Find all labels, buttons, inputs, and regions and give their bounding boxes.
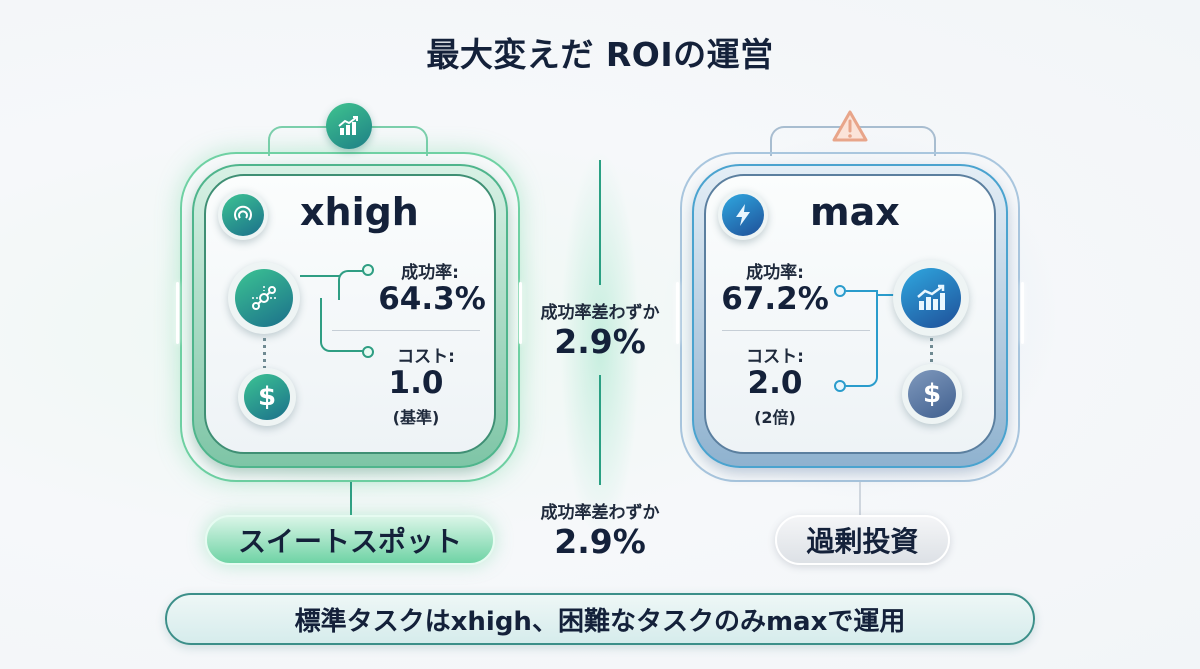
connector-dot xyxy=(834,285,846,297)
cost-note: (2倍) xyxy=(754,408,796,427)
trending-chart-icon xyxy=(893,260,969,336)
panel-side-tick xyxy=(176,282,179,344)
connector-line xyxy=(338,270,366,300)
panel-side-tick xyxy=(676,282,679,344)
success-rate-value: 64.3% xyxy=(378,281,486,317)
network-node-icon xyxy=(228,262,300,334)
recommendation-banner: 標準タスクはxhigh、困難なタスクのみmaxで運用 xyxy=(165,593,1035,645)
warning-icon xyxy=(827,103,873,149)
success-rate-label: 成功率: xyxy=(401,263,459,283)
panel-title: max xyxy=(810,190,900,234)
center-divider-line xyxy=(599,375,601,485)
connector-line xyxy=(846,292,878,387)
over-investment-tag: 過剰投資 xyxy=(775,515,950,565)
tag-stem xyxy=(859,482,861,522)
connector-line xyxy=(846,290,878,292)
lightning-icon xyxy=(718,190,768,240)
sweet-spot-tag: スイートスポット xyxy=(205,515,495,565)
diff-value: 2.9% xyxy=(554,322,646,361)
divider xyxy=(332,330,480,331)
diff-value: 2.9% xyxy=(554,522,646,561)
page-title: 最大変えだ ROIの運営 xyxy=(426,35,774,74)
center-divider-line xyxy=(599,160,601,285)
diff-label: 成功率差わずか xyxy=(540,303,660,323)
cost-label: コスト: xyxy=(397,347,455,367)
trending-chart-icon xyxy=(326,103,372,149)
cost-value: 1.0 xyxy=(388,365,444,401)
cost-note: (基準) xyxy=(392,408,440,427)
connector-dot xyxy=(834,380,846,392)
dollar-icon: $ xyxy=(902,364,962,424)
success-rate-value: 67.2% xyxy=(721,281,829,317)
dollar-icon: $ xyxy=(238,368,296,426)
panel-title: xhigh xyxy=(300,190,419,234)
panel-side-tick xyxy=(1021,282,1024,344)
dotted-connector xyxy=(930,338,933,368)
panel-outer-frame xyxy=(680,152,1020,482)
connector-line xyxy=(320,298,365,352)
cost-value: 2.0 xyxy=(747,365,803,401)
dotted-connector xyxy=(263,338,266,368)
success-rate-label: 成功率: xyxy=(746,263,804,283)
cost-label: コスト: xyxy=(746,347,804,367)
diff-label: 成功率差わずか xyxy=(540,503,660,523)
tag-stem xyxy=(350,482,352,522)
divider xyxy=(722,330,870,331)
connector-line xyxy=(300,275,340,299)
connector-dot xyxy=(362,264,374,276)
gauge-icon xyxy=(218,190,268,240)
connector-line xyxy=(878,294,900,296)
panel-side-tick xyxy=(519,282,522,344)
connector-dot xyxy=(362,346,374,358)
